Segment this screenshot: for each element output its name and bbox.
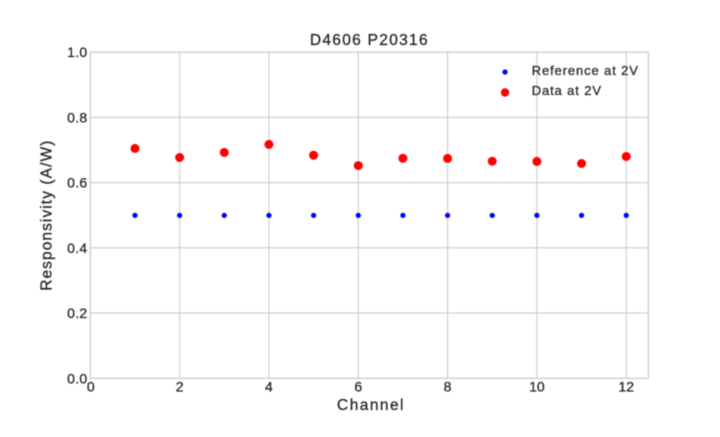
svg-text:0.6: 0.6 (67, 175, 87, 191)
svg-text:0: 0 (87, 379, 95, 395)
svg-text:12: 12 (618, 379, 634, 395)
svg-text:1.0: 1.0 (67, 44, 87, 60)
svg-text:8: 8 (444, 379, 452, 395)
svg-text:0.8: 0.8 (67, 109, 87, 125)
svg-text:2: 2 (176, 379, 184, 395)
svg-text:Data at 2V: Data at 2V (532, 83, 602, 98)
svg-text:0.2: 0.2 (67, 305, 87, 321)
svg-text:D4606 P20316: D4606 P20316 (310, 32, 429, 49)
svg-text:4: 4 (265, 379, 273, 395)
svg-text:Channel: Channel (337, 397, 405, 414)
svg-text:6: 6 (354, 379, 362, 395)
svg-text:Responsivity (A/W): Responsivity (A/W) (39, 140, 56, 291)
svg-text:0.4: 0.4 (67, 240, 87, 256)
svg-text:Reference at 2V: Reference at 2V (532, 63, 639, 78)
svg-text:10: 10 (529, 379, 545, 395)
svg-text:0.0: 0.0 (67, 370, 87, 386)
